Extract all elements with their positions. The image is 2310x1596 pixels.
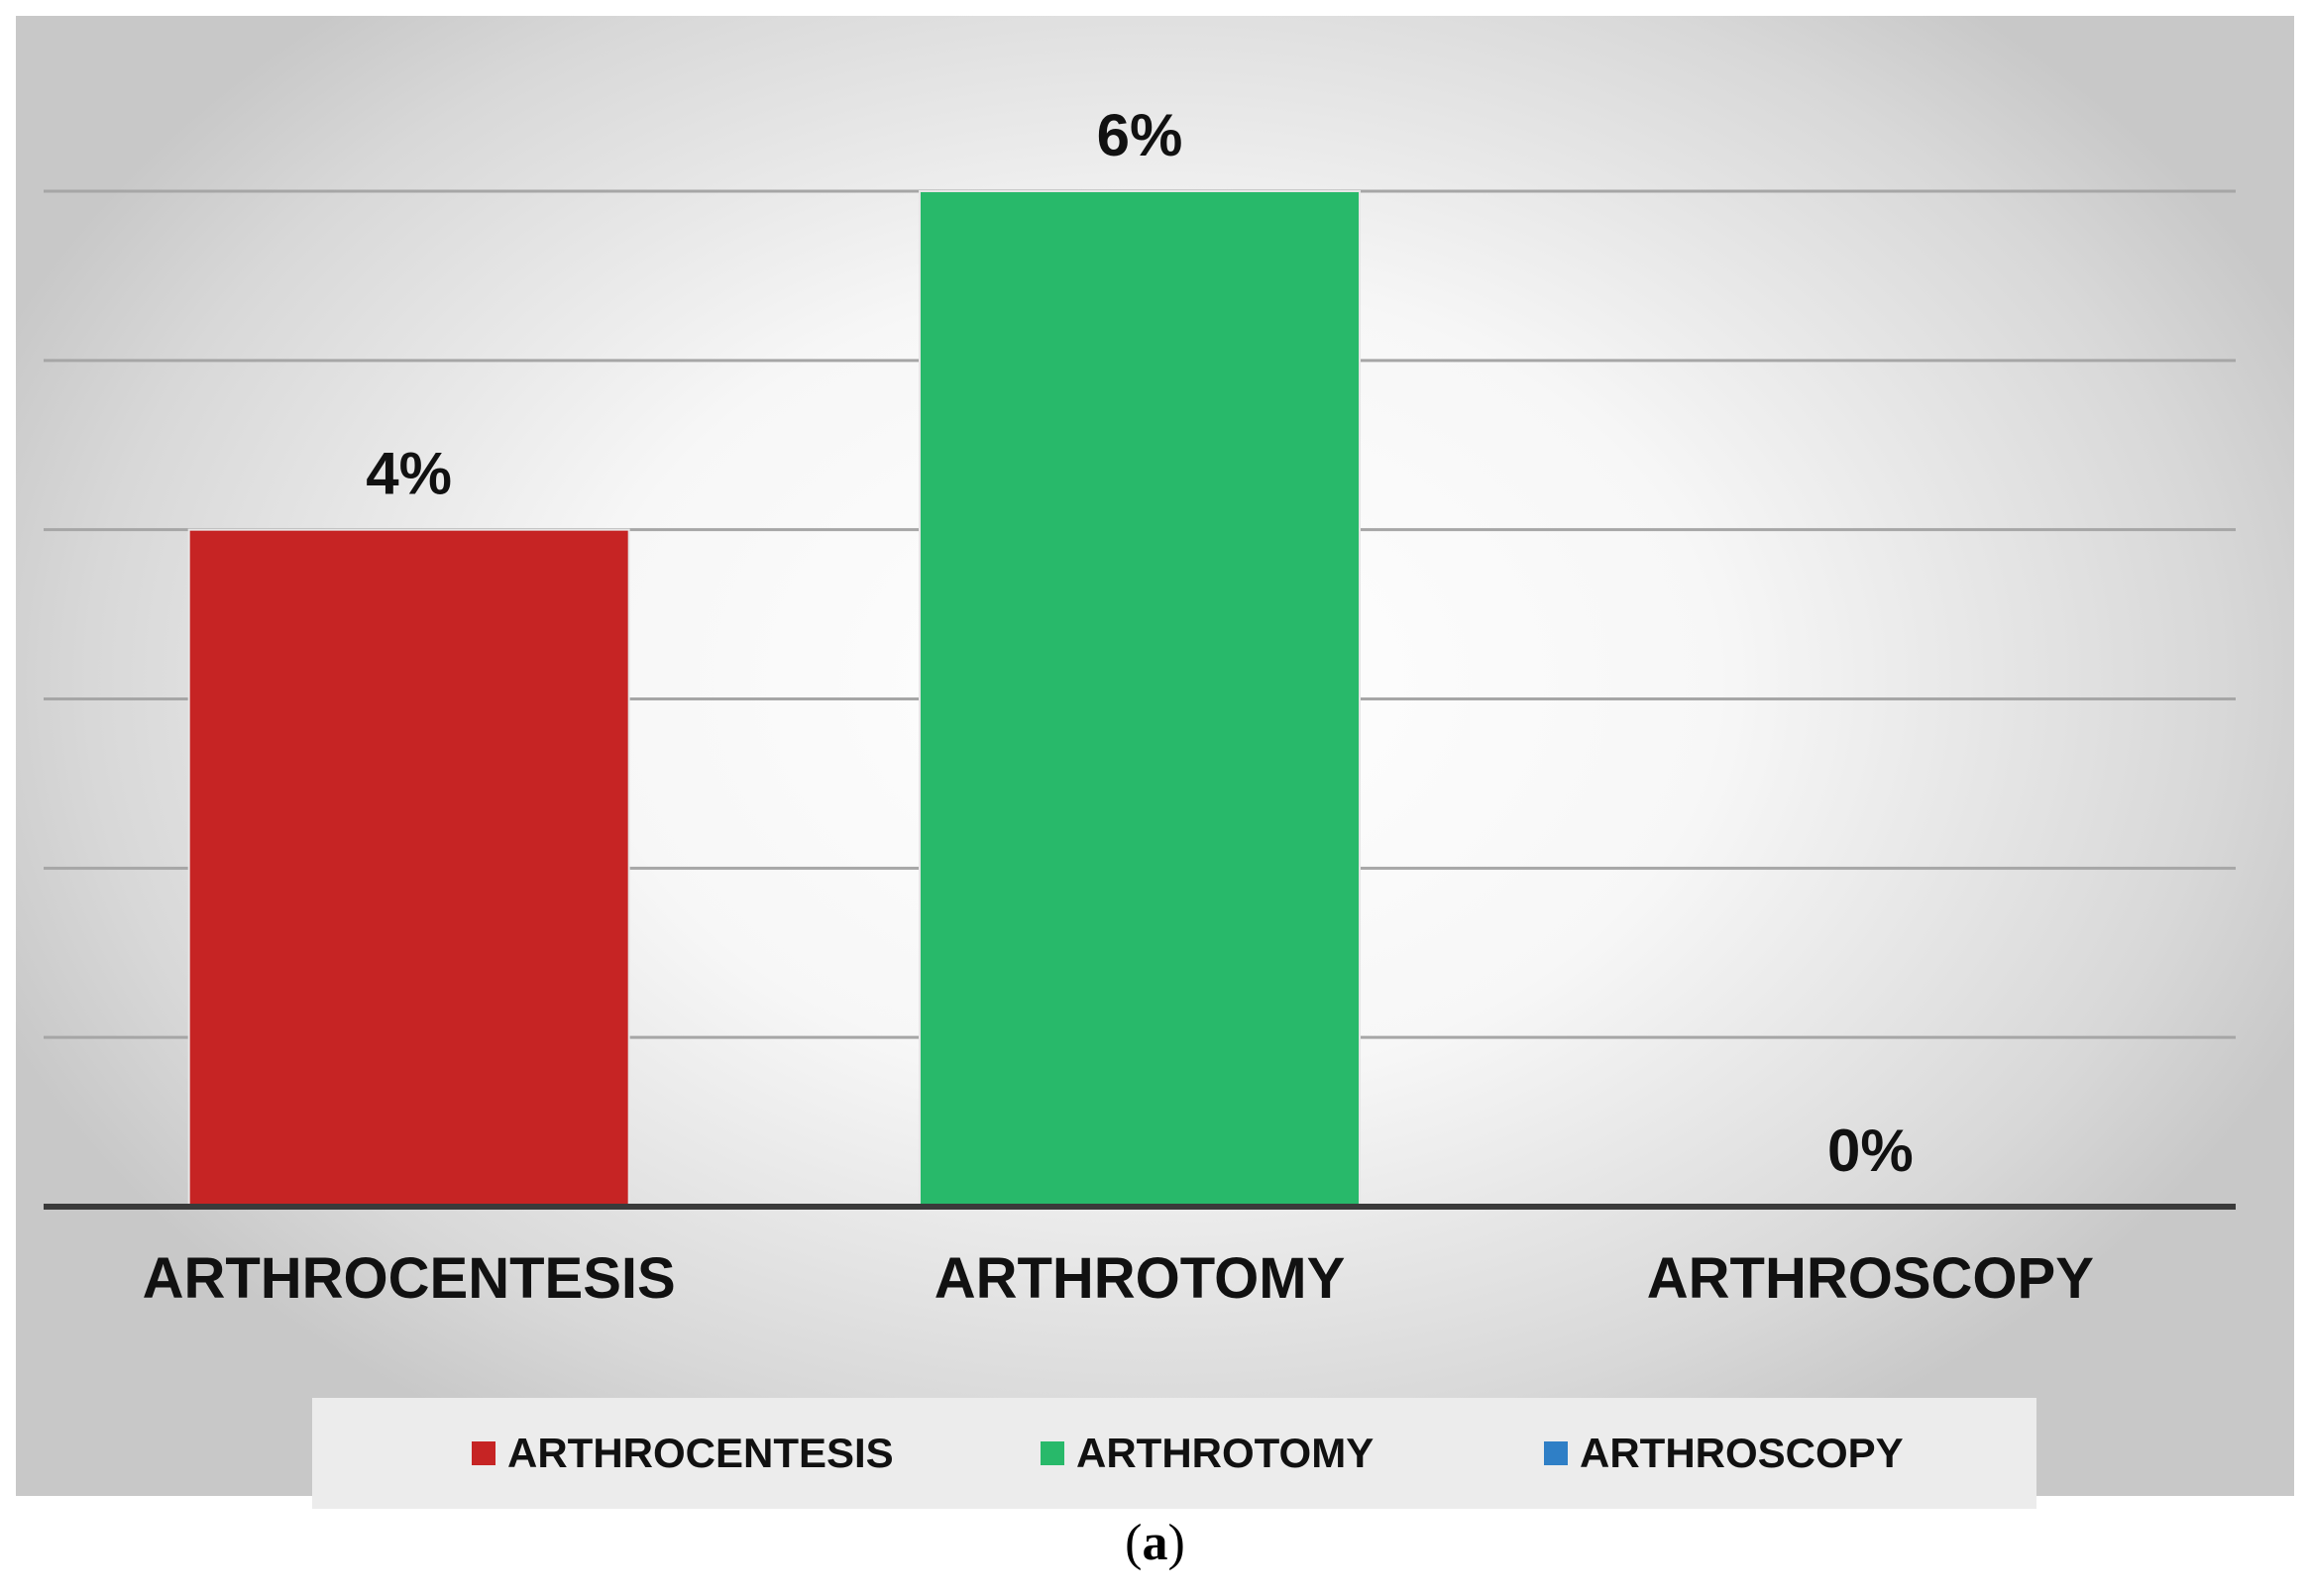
category-label-arthrocentesis: ARTHROCENTESIS (143, 1246, 676, 1311)
legend-item-arthrotomy: ARTHROTOMY (1041, 1398, 1374, 1509)
data-label-arthrocentesis: 4% (366, 441, 452, 507)
legend-label-arthroscopy: ARTHROSCOPY (1580, 1430, 1904, 1476)
category-label-arthrotomy: ARTHROTOMY (935, 1246, 1346, 1311)
legend-swatch-arthrocentesis (472, 1441, 495, 1465)
legend-swatch-arthrotomy (1041, 1441, 1064, 1465)
legend-label-arthrotomy: ARTHROTOMY (1076, 1430, 1375, 1476)
legend-swatch-arthroscopy (1544, 1441, 1568, 1465)
legend-item-arthroscopy: ARTHROSCOPY (1544, 1398, 1904, 1509)
caption-open-paren: ( (1125, 1515, 1143, 1571)
bar-chart-plot: 4% ARTHROCENTESIS 6% ARTHROTOMY 0% ARTHROSCOP… (44, 102, 2236, 1311)
data-label-arthroscopy: 0% (1827, 1117, 1914, 1184)
bar-arthrotomy (919, 190, 1361, 1208)
chart-area: 4% ARTHROCENTESIS 6% ARTHROTOMY 0% ARTHROSCOP… (16, 16, 2294, 1509)
data-label-arthrotomy: 6% (1097, 102, 1183, 168)
legend-label-arthrocentesis: ARTHROCENTESIS (507, 1430, 894, 1476)
legend-item-arthrocentesis: ARTHROCENTESIS (472, 1398, 894, 1509)
figure-caption: (a) (0, 1514, 2310, 1572)
caption-letter: a (1142, 1515, 1168, 1571)
category-label-arthroscopy: ARTHROSCOPY (1647, 1246, 2094, 1311)
chart-legend: ARTHROCENTESIS ARTHROTOMY ARTHROSCOPY (312, 1398, 2036, 1509)
bar-arthrocentesis (187, 528, 630, 1208)
caption-close-paren: ) (1167, 1515, 1185, 1571)
